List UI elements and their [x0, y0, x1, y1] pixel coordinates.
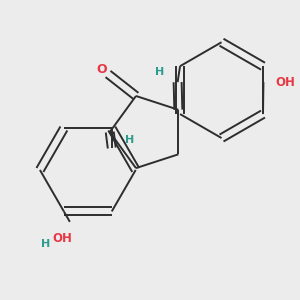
Text: O: O	[97, 62, 107, 76]
Text: H: H	[155, 67, 164, 77]
Text: H: H	[125, 135, 134, 145]
Text: OH: OH	[275, 76, 295, 88]
Text: OH: OH	[52, 232, 72, 245]
Text: H: H	[41, 239, 50, 249]
